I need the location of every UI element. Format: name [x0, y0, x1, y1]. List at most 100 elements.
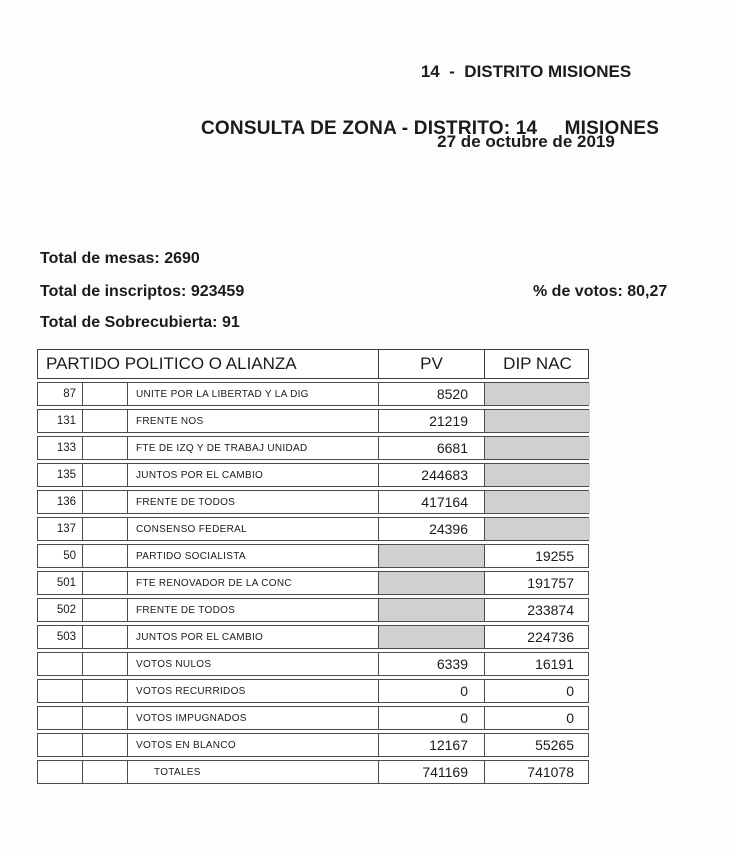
- party-name-cell: FRENTE DE TODOS: [127, 599, 378, 621]
- pv-value-cell: 8520: [378, 383, 484, 405]
- party-name-cell: JUNTOS POR EL CAMBIO: [127, 626, 378, 648]
- pv-value-cell: [378, 572, 484, 594]
- table-row: VOTOS RECURRIDOS 0 0: [37, 679, 589, 703]
- table-header-row: PARTIDO POLITICO O ALIANZA PV DIP NAC: [37, 349, 589, 379]
- dip-nac-value-cell: 19255: [484, 545, 590, 567]
- table-row: 137 CONSENSO FEDERAL 24396: [37, 517, 590, 541]
- table-row: 501 FTE RENOVADOR DE LA CONC 191757: [37, 571, 589, 595]
- blank-cell: [82, 410, 127, 432]
- party-code-cell: 501: [56, 577, 76, 589]
- blank-cell: [82, 599, 127, 621]
- party-name-cell: FRENTE NOS: [127, 410, 378, 432]
- party-name-cell: TOTALES: [127, 761, 378, 783]
- party-name-cell: JUNTOS POR EL CAMBIO: [127, 464, 378, 486]
- blank-cell: [82, 545, 127, 567]
- pv-value-cell: 417164: [378, 491, 484, 513]
- blank-cell: [82, 464, 127, 486]
- blank-cell: [82, 626, 127, 648]
- column-header-dip-nac: DIP NAC: [484, 350, 590, 378]
- dip-nac-value-cell: 233874: [484, 599, 590, 621]
- pv-value-cell: 24396: [378, 518, 484, 540]
- dip-nac-value-cell: [484, 518, 590, 540]
- pv-value-cell: 741169: [378, 761, 484, 783]
- party-name-cell: FRENTE DE TODOS: [127, 491, 378, 513]
- party-name-cell: PARTIDO SOCIALISTA: [127, 545, 378, 567]
- party-name-cell: FTE DE IZQ Y DE TRABAJ UNIDAD: [127, 437, 378, 459]
- party-code-cell: [38, 653, 82, 675]
- dip-nac-value-cell: 741078: [484, 761, 590, 783]
- table-row: 133 FTE DE IZQ Y DE TRABAJ UNIDAD 6681: [37, 436, 590, 460]
- party-code-cell: [38, 680, 82, 702]
- party-name-cell: VOTOS NULOS: [127, 653, 378, 675]
- pv-value-cell: [378, 545, 484, 567]
- dip-nac-value-cell: [484, 383, 590, 405]
- dip-nac-value-cell: 0: [484, 707, 590, 729]
- table-row: 135 JUNTOS POR EL CAMBIO 244683: [37, 463, 590, 487]
- blank-cell: [82, 761, 127, 783]
- table-row: VOTOS EN BLANCO 12167 55265: [37, 733, 589, 757]
- table-row: 131 FRENTE NOS 21219: [37, 409, 590, 433]
- blank-cell: [82, 572, 127, 594]
- party-name-cell: FTE RENOVADOR DE LA CONC: [127, 572, 378, 594]
- dip-nac-value-cell: 0: [484, 680, 590, 702]
- party-code-cell: 87: [63, 388, 76, 400]
- election-date: 27 de octubre de 2019: [437, 132, 615, 151]
- pv-value-cell: 12167: [378, 734, 484, 756]
- party-code-cell: 131: [56, 415, 76, 427]
- party-code-cell: [38, 707, 82, 729]
- party-code-cell: 502: [56, 604, 76, 616]
- dip-nac-value-cell: 191757: [484, 572, 590, 594]
- column-header-party: PARTIDO POLITICO O ALIANZA: [46, 354, 297, 373]
- blank-cell: [82, 491, 127, 513]
- dip-nac-value-cell: [484, 410, 590, 432]
- table-rows: 87 UNITE POR LA LIBERTAD Y LA DIG 8520 1…: [37, 382, 590, 784]
- blank-cell: [82, 383, 127, 405]
- total-mesas: Total de mesas: 2690: [40, 250, 200, 267]
- dip-nac-value-cell: 224736: [484, 626, 590, 648]
- party-code-cell: 137: [56, 523, 76, 535]
- column-header-pv: PV: [378, 350, 484, 378]
- percent-votos: % de votos: 80,27: [533, 283, 668, 300]
- party-name-cell: VOTOS IMPUGNADOS: [127, 707, 378, 729]
- blank-cell: [82, 680, 127, 702]
- pv-value-cell: 0: [378, 680, 484, 702]
- table-row: 503 JUNTOS POR EL CAMBIO 224736: [37, 625, 589, 649]
- party-code-cell: 503: [56, 631, 76, 643]
- dip-nac-value-cell: 55265: [484, 734, 590, 756]
- party-name-cell: UNITE POR LA LIBERTAD Y LA DIG: [127, 383, 378, 405]
- total-inscriptos: Total de inscriptos: 923459: [40, 283, 245, 300]
- table-row: 50 PARTIDO SOCIALISTA 19255: [37, 544, 589, 568]
- table-row: VOTOS NULOS 6339 16191: [37, 652, 589, 676]
- party-code-cell: 136: [56, 496, 76, 508]
- page-title: CONSULTA DE ZONA - DISTRITO: 14 MISIONES: [201, 118, 660, 139]
- party-code-cell: 135: [56, 469, 76, 481]
- pv-value-cell: 21219: [378, 410, 484, 432]
- table-row: 87 UNITE POR LA LIBERTAD Y LA DIG 8520: [37, 382, 590, 406]
- blank-cell: [82, 734, 127, 756]
- party-code-cell: 133: [56, 442, 76, 454]
- blank-cell: [82, 437, 127, 459]
- blank-cell: [82, 707, 127, 729]
- blank-cell: [82, 518, 127, 540]
- report-header: 14 - DISTRITO MISIONES 27 de octubre de …: [315, 24, 736, 189]
- pv-value-cell: 244683: [378, 464, 484, 486]
- table-row: 502 FRENTE DE TODOS 233874: [37, 598, 589, 622]
- results-table: PARTIDO POLITICO O ALIANZA PV DIP NAC 87…: [37, 349, 590, 784]
- total-sobrecubierta: Total de Sobrecubierta: 91: [40, 314, 240, 331]
- dip-nac-value-cell: [484, 437, 590, 459]
- party-code-cell: [38, 761, 82, 783]
- party-name-cell: VOTOS EN BLANCO: [127, 734, 378, 756]
- pv-value-cell: 0: [378, 707, 484, 729]
- table-row: VOTOS IMPUGNADOS 0 0: [37, 706, 589, 730]
- dip-nac-value-cell: [484, 464, 590, 486]
- party-name-cell: VOTOS RECURRIDOS: [127, 680, 378, 702]
- table-row: 136 FRENTE DE TODOS 417164: [37, 490, 590, 514]
- pv-value-cell: [378, 626, 484, 648]
- party-code-cell: 50: [63, 550, 76, 562]
- party-code-cell: [38, 734, 82, 756]
- district-title: 14 - DISTRITO MISIONES: [420, 62, 632, 81]
- dip-nac-value-cell: 16191: [484, 653, 590, 675]
- pv-value-cell: 6339: [378, 653, 484, 675]
- party-name-cell: CONSENSO FEDERAL: [127, 518, 378, 540]
